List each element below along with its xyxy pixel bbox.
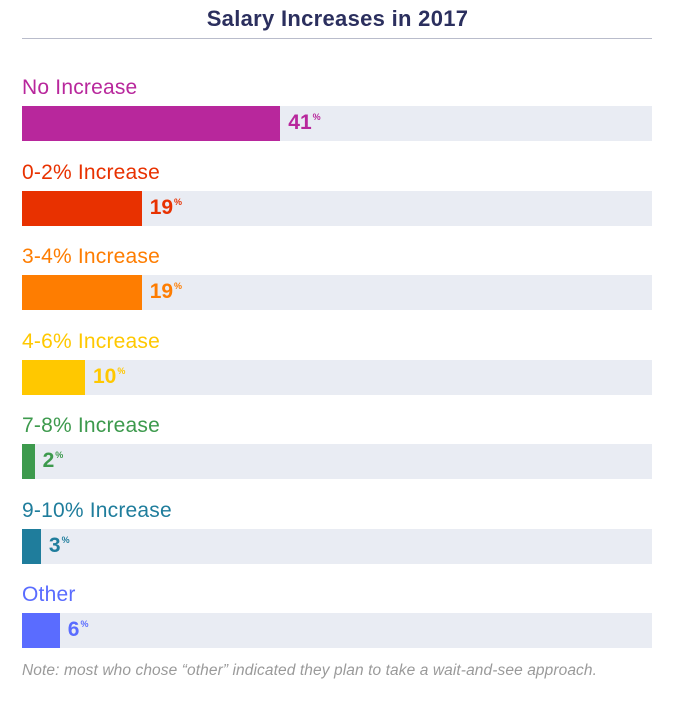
bar-0-2-increase [22,190,142,226]
bar-track-7-8-increase: 2% [22,444,652,479]
data-label-7-8-increase: 2% [42,449,64,472]
category-label-7-8-increase: 7-8% Increase [22,414,161,437]
chart-note: Note: most who chose “other” indicated t… [22,662,598,679]
category-label-9-10-increase: 9-10% Increase [22,498,172,522]
category-label-no-increase: No Increase [22,76,138,99]
bar-other [22,613,60,648]
bar-track-3-4-increase: 19% [22,275,652,310]
title-divider [22,38,652,39]
data-label-0-2-increase: 19% [149,195,183,219]
data-label-4-6-increase: 10% [93,364,126,388]
bar-4-6-increase [22,359,85,395]
data-label-other: 6% [67,618,89,641]
data-label-3-4-increase: 19% [149,280,183,303]
chart-title: Salary Increases in 2017 [206,6,469,31]
category-label-other: Other [22,583,76,606]
bar-3-4-increase [22,275,142,310]
bar-7-8-increase [22,444,35,479]
bar-track-0-2-increase: 19% [22,190,652,226]
bar-9-10-increase [22,528,41,564]
category-label-0-2-increase: 0-2% Increase [22,160,161,184]
bar-track-other: 6% [22,613,652,648]
bar-track-9-10-increase: 3% [22,528,652,564]
bar-track-4-6-increase: 10% [22,359,652,395]
category-label-4-6-increase: 4-6% Increase [22,329,161,353]
bar-no-increase [22,106,281,141]
bar-track-no-increase: 41% [22,106,652,141]
category-label-3-4-increase: 3-4% Increase [22,245,161,268]
data-label-9-10-increase: 3% [48,533,70,557]
data-label-no-increase: 41% [288,111,321,134]
